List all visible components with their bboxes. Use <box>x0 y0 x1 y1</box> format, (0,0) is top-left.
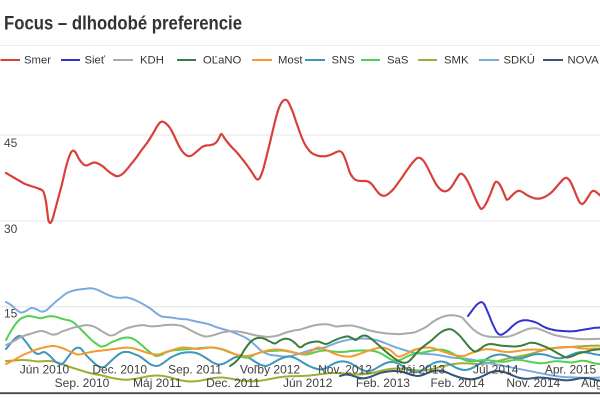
svg-text:Nov. 2014: Nov. 2014 <box>506 376 560 390</box>
svg-text:30: 30 <box>4 222 18 236</box>
svg-text:Voľby 2012: Voľby 2012 <box>240 363 301 377</box>
svg-text:Dec. 2010: Dec. 2010 <box>92 363 147 377</box>
svg-text:Dec. 2011: Dec. 2011 <box>206 376 260 390</box>
svg-text:Apr. 2015: Apr. 2015 <box>545 363 597 377</box>
svg-text:KDH: KDH <box>140 55 164 67</box>
svg-text:NOVA: NOVA <box>568 55 600 67</box>
svg-text:SaS: SaS <box>387 55 409 67</box>
svg-text:SMK: SMK <box>444 55 469 67</box>
svg-text:45: 45 <box>4 136 18 150</box>
svg-text:Sep. 2011: Sep. 2011 <box>168 363 222 377</box>
svg-text:OĽaNO: OĽaNO <box>203 55 242 67</box>
svg-text:Smer: Smer <box>24 55 51 67</box>
svg-text:Nov. 2012: Nov. 2012 <box>318 363 372 377</box>
svg-text:Júl 2014: Júl 2014 <box>473 363 519 377</box>
svg-text:SNS: SNS <box>332 55 356 67</box>
svg-text:Focus – dlhodobé preferencie: Focus – dlhodobé preferencie <box>4 14 242 35</box>
svg-text:Aug. 2015: Aug. 2015 <box>581 376 600 390</box>
svg-text:Jún 2010: Jún 2010 <box>20 363 70 377</box>
svg-text:15: 15 <box>4 307 18 321</box>
svg-text:Feb. 2014: Feb. 2014 <box>430 376 484 390</box>
svg-text:Sieť: Sieť <box>85 55 106 67</box>
svg-text:Jún 2012: Jún 2012 <box>283 376 333 390</box>
svg-text:Máj 2011: Máj 2011 <box>133 376 182 390</box>
svg-text:SDKÚ: SDKÚ <box>504 54 535 67</box>
svg-text:Most: Most <box>278 55 303 67</box>
svg-text:Feb. 2013: Feb. 2013 <box>356 376 410 390</box>
svg-text:Máj 2013: Máj 2013 <box>396 363 446 377</box>
svg-text:Sep. 2010: Sep. 2010 <box>55 376 110 390</box>
